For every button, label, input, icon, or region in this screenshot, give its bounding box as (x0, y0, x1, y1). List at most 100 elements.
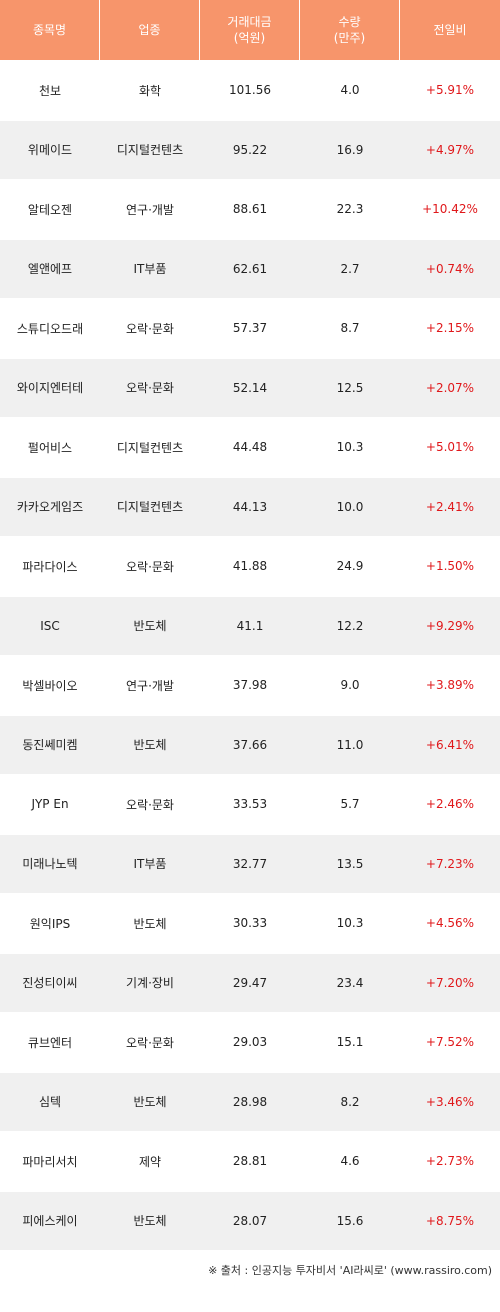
header-volume: 수량 (만주) (300, 0, 400, 60)
cell-volume: 13.5 (336, 856, 364, 871)
cell-sector: 반도체 (133, 619, 167, 634)
cell-amount: 30.33 (232, 916, 268, 931)
cell-name: 펄어비스 (27, 440, 73, 455)
table-header: 종목명 업종 거래대금 (억원) 수량 (만주) 전일비 (0, 0, 500, 60)
cell-change: +5.91% (425, 83, 475, 98)
cell-name: 원익IPS (29, 916, 71, 931)
cell-change: +2.41% (425, 499, 475, 514)
cell-change: +2.15% (425, 321, 475, 336)
cell-amount: 28.81 (232, 1154, 268, 1169)
cell-volume: 24.9 (336, 559, 364, 574)
header-amount: 거래대금 (억원) (200, 0, 300, 60)
cell-volume: 10.0 (336, 499, 364, 514)
cell-amount: 32.77 (232, 856, 268, 871)
cell-name: 카카오게임즈 (16, 500, 84, 515)
table-row: 펄어비스 디지털컨텐츠 44.48 10.3 +5.01% (0, 417, 500, 477)
cell-change: +0.74% (425, 261, 475, 276)
cell-amount: 95.22 (232, 142, 268, 157)
cell-change: +7.23% (425, 856, 475, 871)
table-row: 와이지엔터테 오락·문화 52.14 12.5 +2.07% (0, 357, 500, 417)
cell-change: +8.75% (425, 1213, 475, 1228)
cell-name: 스튜디오드래 (16, 321, 84, 336)
cell-sector: 디지털컨텐츠 (116, 440, 184, 455)
cell-volume: 11.0 (336, 737, 364, 752)
cell-volume: 15.6 (336, 1213, 364, 1228)
cell-change: +3.46% (425, 1094, 475, 1109)
cell-sector: 연구·개발 (126, 678, 174, 693)
cell-sector: 디지털컨텐츠 (116, 143, 184, 158)
cell-change: +2.07% (425, 380, 475, 395)
cell-name: 위메이드 (27, 143, 73, 158)
cell-volume: 16.9 (336, 142, 364, 157)
cell-volume: 23.4 (336, 975, 364, 990)
cell-name: 엘앤에프 (27, 262, 73, 277)
cell-name: 파마리서치 (22, 1154, 78, 1169)
cell-volume: 22.3 (336, 202, 364, 217)
cell-sector: 기계·장비 (126, 976, 174, 991)
cell-name: 미래나노텍 (22, 857, 78, 872)
table-row: 진성티이씨 기계·장비 29.47 23.4 +7.20% (0, 952, 500, 1012)
table-row: 천보 화학 101.56 4.0 +5.91% (0, 60, 500, 120)
cell-name: JYP En (31, 797, 69, 812)
cell-sector: 연구·개발 (126, 202, 174, 217)
table-row: 박셀바이오 연구·개발 37.98 9.0 +3.89% (0, 655, 500, 715)
cell-volume: 4.0 (340, 83, 360, 98)
cell-name: 알테오젠 (27, 202, 73, 217)
cell-amount: 52.14 (232, 380, 268, 395)
cell-change: +7.20% (425, 975, 475, 990)
cell-sector: 오락·문화 (126, 321, 174, 336)
cell-volume: 12.5 (336, 380, 364, 395)
cell-amount: 44.13 (232, 499, 268, 514)
cell-amount: 101.56 (229, 83, 271, 98)
cell-volume: 9.0 (340, 678, 360, 693)
table-row: 큐브엔터 오락·문화 29.03 15.1 +7.52% (0, 1012, 500, 1072)
cell-change: +5.01% (425, 440, 475, 455)
table-row: ISC 반도체 41.1 12.2 +9.29% (0, 595, 500, 655)
stock-table: 종목명 업종 거래대금 (억원) 수량 (만주) 전일비 천보 화학 101.56 4… (0, 0, 500, 1250)
cell-change: +3.89% (425, 678, 475, 693)
cell-change: +9.29% (425, 618, 475, 633)
cell-name: 큐브엔터 (27, 1035, 73, 1050)
cell-sector: 오락·문화 (126, 559, 174, 574)
cell-name: 파라다이스 (22, 559, 78, 574)
cell-change: +6.41% (425, 737, 475, 752)
source-footer: ※ 출처 : 인공지능 투자비서 'AI라씨로' (www.rassiro.co… (208, 1264, 492, 1277)
header-sector: 업종 (100, 0, 200, 60)
cell-volume: 2.7 (340, 261, 360, 276)
cell-name: 심텍 (38, 1095, 62, 1110)
cell-name: 피에스케이 (22, 1214, 78, 1229)
table-row: JYP En 오락·문화 33.53 5.7 +2.46% (0, 774, 500, 834)
cell-volume: 10.3 (336, 916, 364, 931)
cell-sector: 반도체 (133, 1095, 167, 1110)
cell-sector: 반도체 (133, 738, 167, 753)
cell-change: +10.42% (422, 202, 478, 217)
cell-sector: 오락·문화 (126, 1035, 174, 1050)
cell-amount: 44.48 (232, 440, 268, 455)
cell-volume: 8.2 (340, 1094, 360, 1109)
table-row: 원익IPS 반도체 30.33 10.3 +4.56% (0, 893, 500, 953)
table-row: 카카오게임즈 디지털컨텐츠 44.13 10.0 +2.41% (0, 476, 500, 536)
cell-volume: 15.1 (336, 1035, 364, 1050)
cell-volume: 8.7 (340, 321, 360, 336)
table-row: 심텍 반도체 28.98 8.2 +3.46% (0, 1071, 500, 1131)
cell-amount: 41.88 (232, 559, 268, 574)
cell-change: +2.73% (425, 1154, 475, 1169)
table-row: 알테오젠 연구·개발 88.61 22.3 +10.42% (0, 179, 500, 239)
cell-volume: 10.3 (336, 440, 364, 455)
cell-sector: 디지털컨텐츠 (116, 500, 184, 515)
cell-sector: IT부품 (133, 262, 167, 277)
cell-change: +2.46% (425, 797, 475, 812)
cell-amount: 88.61 (232, 202, 268, 217)
table-row: 파마리서치 제약 28.81 4.6 +2.73% (0, 1131, 500, 1191)
cell-sector: IT부품 (133, 857, 167, 872)
cell-name: 동진쎄미켐 (22, 738, 78, 753)
cell-amount: 28.07 (232, 1213, 268, 1228)
cell-sector: 제약 (138, 1154, 162, 1169)
cell-amount: 41.1 (236, 618, 264, 633)
cell-change: +1.50% (425, 559, 475, 574)
cell-amount: 33.53 (232, 797, 268, 812)
cell-volume: 12.2 (336, 618, 364, 633)
cell-sector: 오락·문화 (126, 797, 174, 812)
table-row: 엘앤에프 IT부품 62.61 2.7 +0.74% (0, 238, 500, 298)
cell-amount: 37.66 (232, 737, 268, 752)
